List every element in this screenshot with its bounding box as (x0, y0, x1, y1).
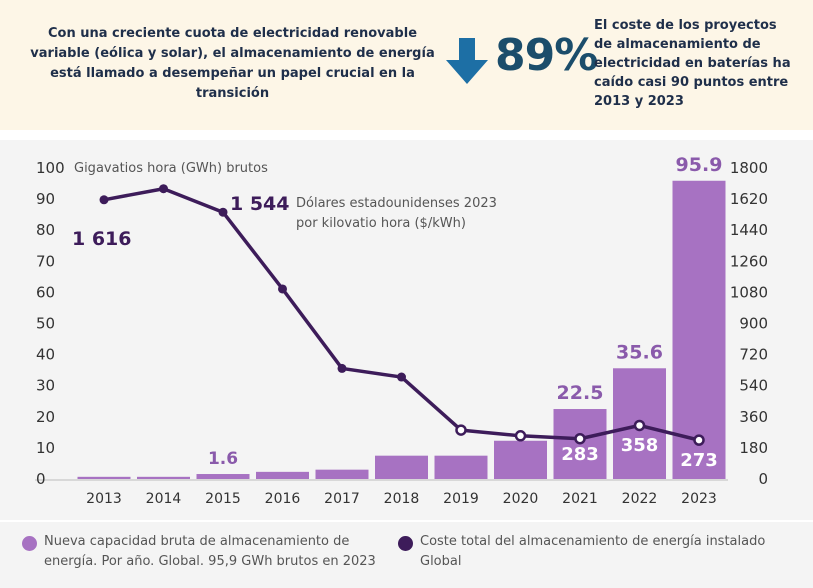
legend-bar-label: Nueva capacidad bruta de almacenamiento … (44, 534, 376, 569)
intro-text: Con una creciente cuota de electricidad … (30, 26, 435, 101)
left-tick-label: 80 (36, 221, 55, 239)
x-tick-2019: 2019 (443, 491, 479, 507)
x-tick-2016: 2016 (265, 491, 301, 507)
cost-point-2023 (693, 434, 705, 446)
cost-point-2020 (514, 430, 527, 442)
legend: Nueva capacidad bruta de almacenamiento … (0, 522, 813, 588)
legend-line-swatch (398, 536, 413, 551)
line-label-2022: 358 (621, 435, 659, 456)
right-tick-label: 1260 (730, 252, 768, 270)
left-tick-label: 40 (36, 346, 55, 364)
left-tick-label: 30 (36, 377, 55, 395)
bar-label-2021: 22.5 (557, 382, 604, 404)
right-tick-label: 1800 (730, 159, 768, 177)
left-tick-label: 90 (36, 190, 55, 208)
left-tick-label: 20 (36, 408, 55, 426)
left-tick-label: 50 (36, 315, 55, 333)
x-tick-2023: 2023 (681, 491, 717, 507)
cost-point-2019 (455, 424, 467, 436)
bar-label-2015: 1.6 (208, 449, 238, 469)
bar-2017 (315, 469, 369, 479)
line-label-2021: 283 (561, 444, 599, 465)
x-tick-2022: 2022 (622, 491, 658, 507)
bar-2023 (672, 180, 726, 479)
right-tick-label: 1440 (730, 221, 768, 239)
cost-point-2015 (218, 207, 228, 217)
header-band (0, 0, 813, 130)
x-tick-2013: 2013 (86, 491, 122, 507)
bar-label-2023: 95.9 (676, 154, 723, 176)
legend-line-label: Coste total del almacenamiento de energí… (420, 534, 766, 569)
line-label-2015: 1 544 (230, 193, 290, 215)
bar-2020 (494, 440, 547, 479)
x-tick-2017: 2017 (324, 491, 360, 507)
right-tick-label: 0 (758, 470, 768, 488)
bar-2019 (434, 455, 488, 479)
x-tick-2015: 2015 (205, 491, 241, 507)
x-tick-2014: 2014 (146, 491, 182, 507)
left-tick-label: 10 (36, 439, 55, 457)
right-tick-label: 1620 (730, 190, 768, 208)
big-stat: 89% (495, 30, 598, 81)
left-tick-label: 60 (36, 283, 55, 301)
down-arrow-icon (446, 38, 488, 84)
bar-label-2022: 35.6 (616, 341, 663, 363)
right-tick-label: 720 (739, 346, 768, 364)
left-tick-label: 0 (36, 470, 46, 488)
x-tick-2018: 2018 (384, 491, 420, 507)
bar-2013 (77, 476, 131, 479)
x-tick-2021: 2021 (562, 491, 598, 507)
right-tick-label: 540 (739, 377, 768, 395)
left-axis-title: Gigavatios hora (GWh) brutos (74, 161, 268, 176)
down-arrow-shape (446, 38, 488, 84)
right-axis-title-line1: Dólares estadounidenses 2023 (296, 196, 497, 211)
cost-point-2018 (397, 372, 406, 382)
legend-bar-swatch (22, 536, 37, 551)
chart: 0 10 20 30 40 50 60 70 80 90 100 0 180 360 540 720 900 10… (35, 154, 768, 507)
left-tick-label: 70 (36, 252, 55, 270)
bar-2015 (196, 474, 250, 479)
right-tick-label: 360 (739, 408, 768, 426)
cost-point-2014 (159, 184, 168, 194)
cost-point-2022 (633, 419, 646, 432)
line-label-2013: 1 616 (72, 228, 132, 250)
right-tick-label: 1080 (730, 283, 768, 301)
cost-point-2013 (99, 195, 109, 205)
bar-2016 (256, 471, 309, 479)
right-tick-label: 180 (739, 439, 768, 457)
right-axis-title-line2: por kilovatio hora ($/kWh) (296, 216, 466, 231)
bar-2018 (375, 455, 428, 479)
stat-text: El coste de los proyectos de almacenamie… (594, 18, 791, 109)
cost-point-2016 (278, 284, 287, 294)
line-label-2023: 273 (680, 450, 718, 471)
x-tick-2020: 2020 (503, 491, 539, 507)
cost-point-2017 (337, 363, 347, 373)
left-tick-label: 100 (36, 159, 65, 177)
right-tick-label: 900 (739, 315, 768, 333)
cost-point-2021 (574, 432, 586, 445)
bar-2014 (137, 476, 190, 479)
